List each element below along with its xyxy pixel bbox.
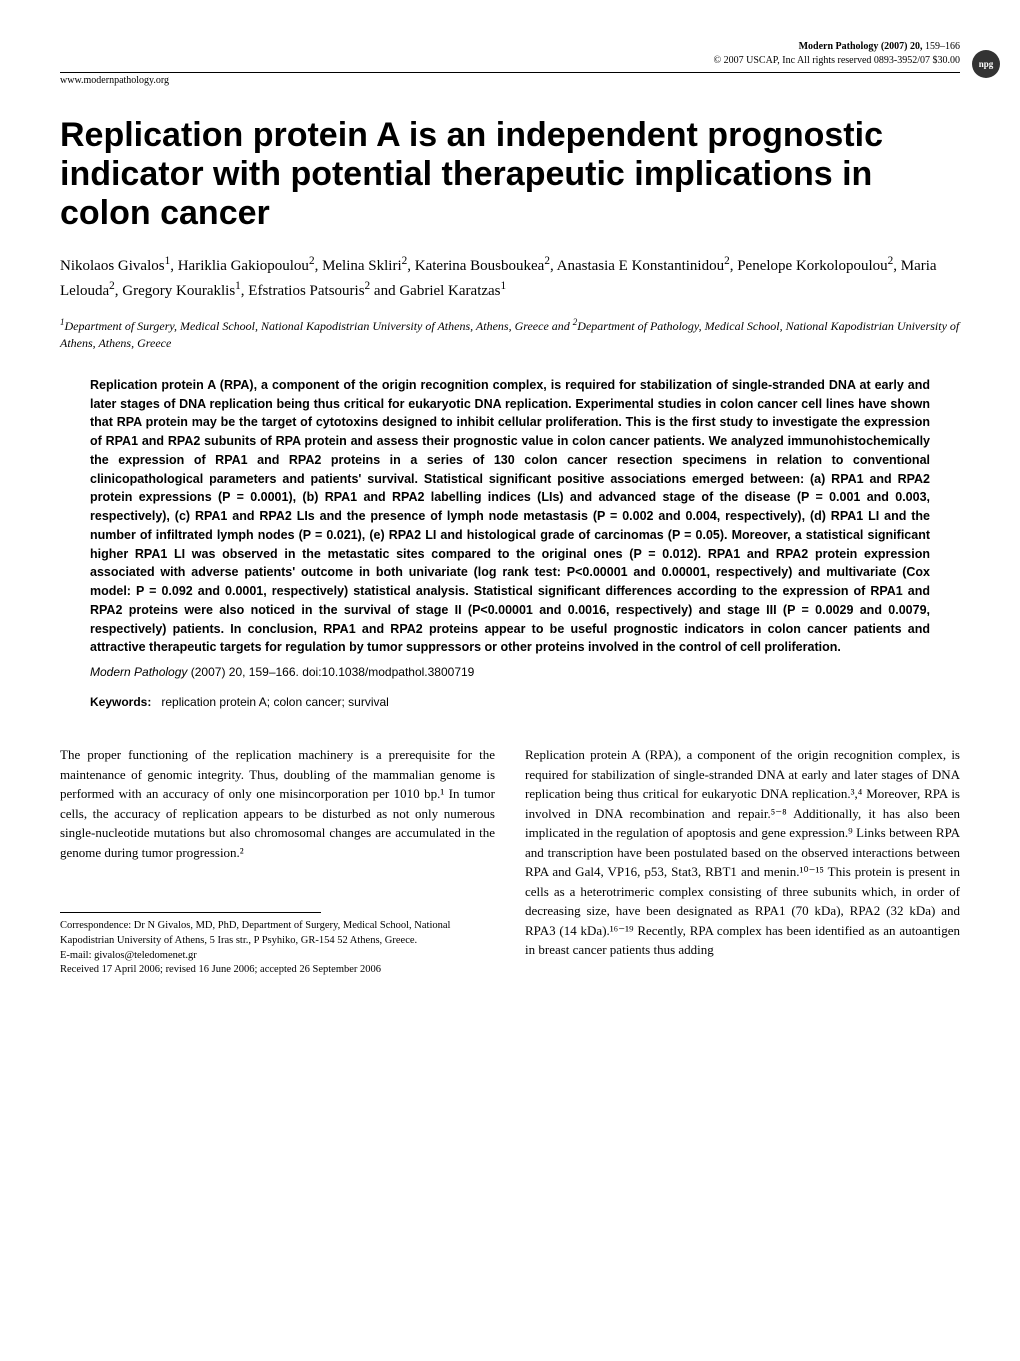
citation-year-vol: (2007) 20, [191,665,246,679]
right-column: Replication protein A (RPA), a component… [525,745,960,978]
citation-line: Modern Pathology (2007) 20, 159–166. doi… [90,665,930,679]
header-divider [60,72,960,73]
publisher-badge: npg [972,50,1000,78]
copyright-line: © 2007 USCAP, Inc All rights reserved 08… [714,55,960,66]
correspondence-address: Correspondence: Dr N Givalos, MD, PhD, D… [60,919,495,948]
body-paragraph-left: The proper functioning of the replicatio… [60,745,495,862]
authors-list: Nikolaos Givalos1, Hariklia Gakiopoulou2… [60,253,960,302]
keywords-text: replication protein A; colon cancer; sur… [161,695,388,709]
body-columns: The proper functioning of the replicatio… [60,745,960,978]
badge-text: npg [979,59,994,69]
correspondence-email: E-mail: givalos@teledomenet.gr [60,949,495,964]
citation-doi: doi:10.1038/modpathol.3800719 [302,665,474,679]
left-column: The proper functioning of the replicatio… [60,745,495,978]
keywords-label: Keywords: [90,695,151,709]
journal-header: Modern Pathology (2007) 20, 159–166 © 20… [60,40,960,68]
citation-journal: Modern Pathology [90,665,187,679]
journal-name: Modern Pathology (2007) 20, [799,41,923,52]
abstract: Replication protein A (RPA), a component… [90,376,930,657]
website-url: www.modernpathology.org [60,75,960,86]
correspondence-dates: Received 17 April 2006; revised 16 June … [60,963,495,978]
affiliations: 1Department of Surgery, Medical School, … [60,316,960,352]
body-paragraph-right: Replication protein A (RPA), a component… [525,745,960,960]
citation-pages: 159–166. [249,665,299,679]
correspondence-divider [60,912,321,913]
correspondence-block: Correspondence: Dr N Givalos, MD, PhD, D… [60,919,495,978]
article-title: Replication protein A is an independent … [60,116,960,233]
keywords-line: Keywords: replication protein A; colon c… [90,695,930,709]
page-range: 159–166 [925,41,960,52]
